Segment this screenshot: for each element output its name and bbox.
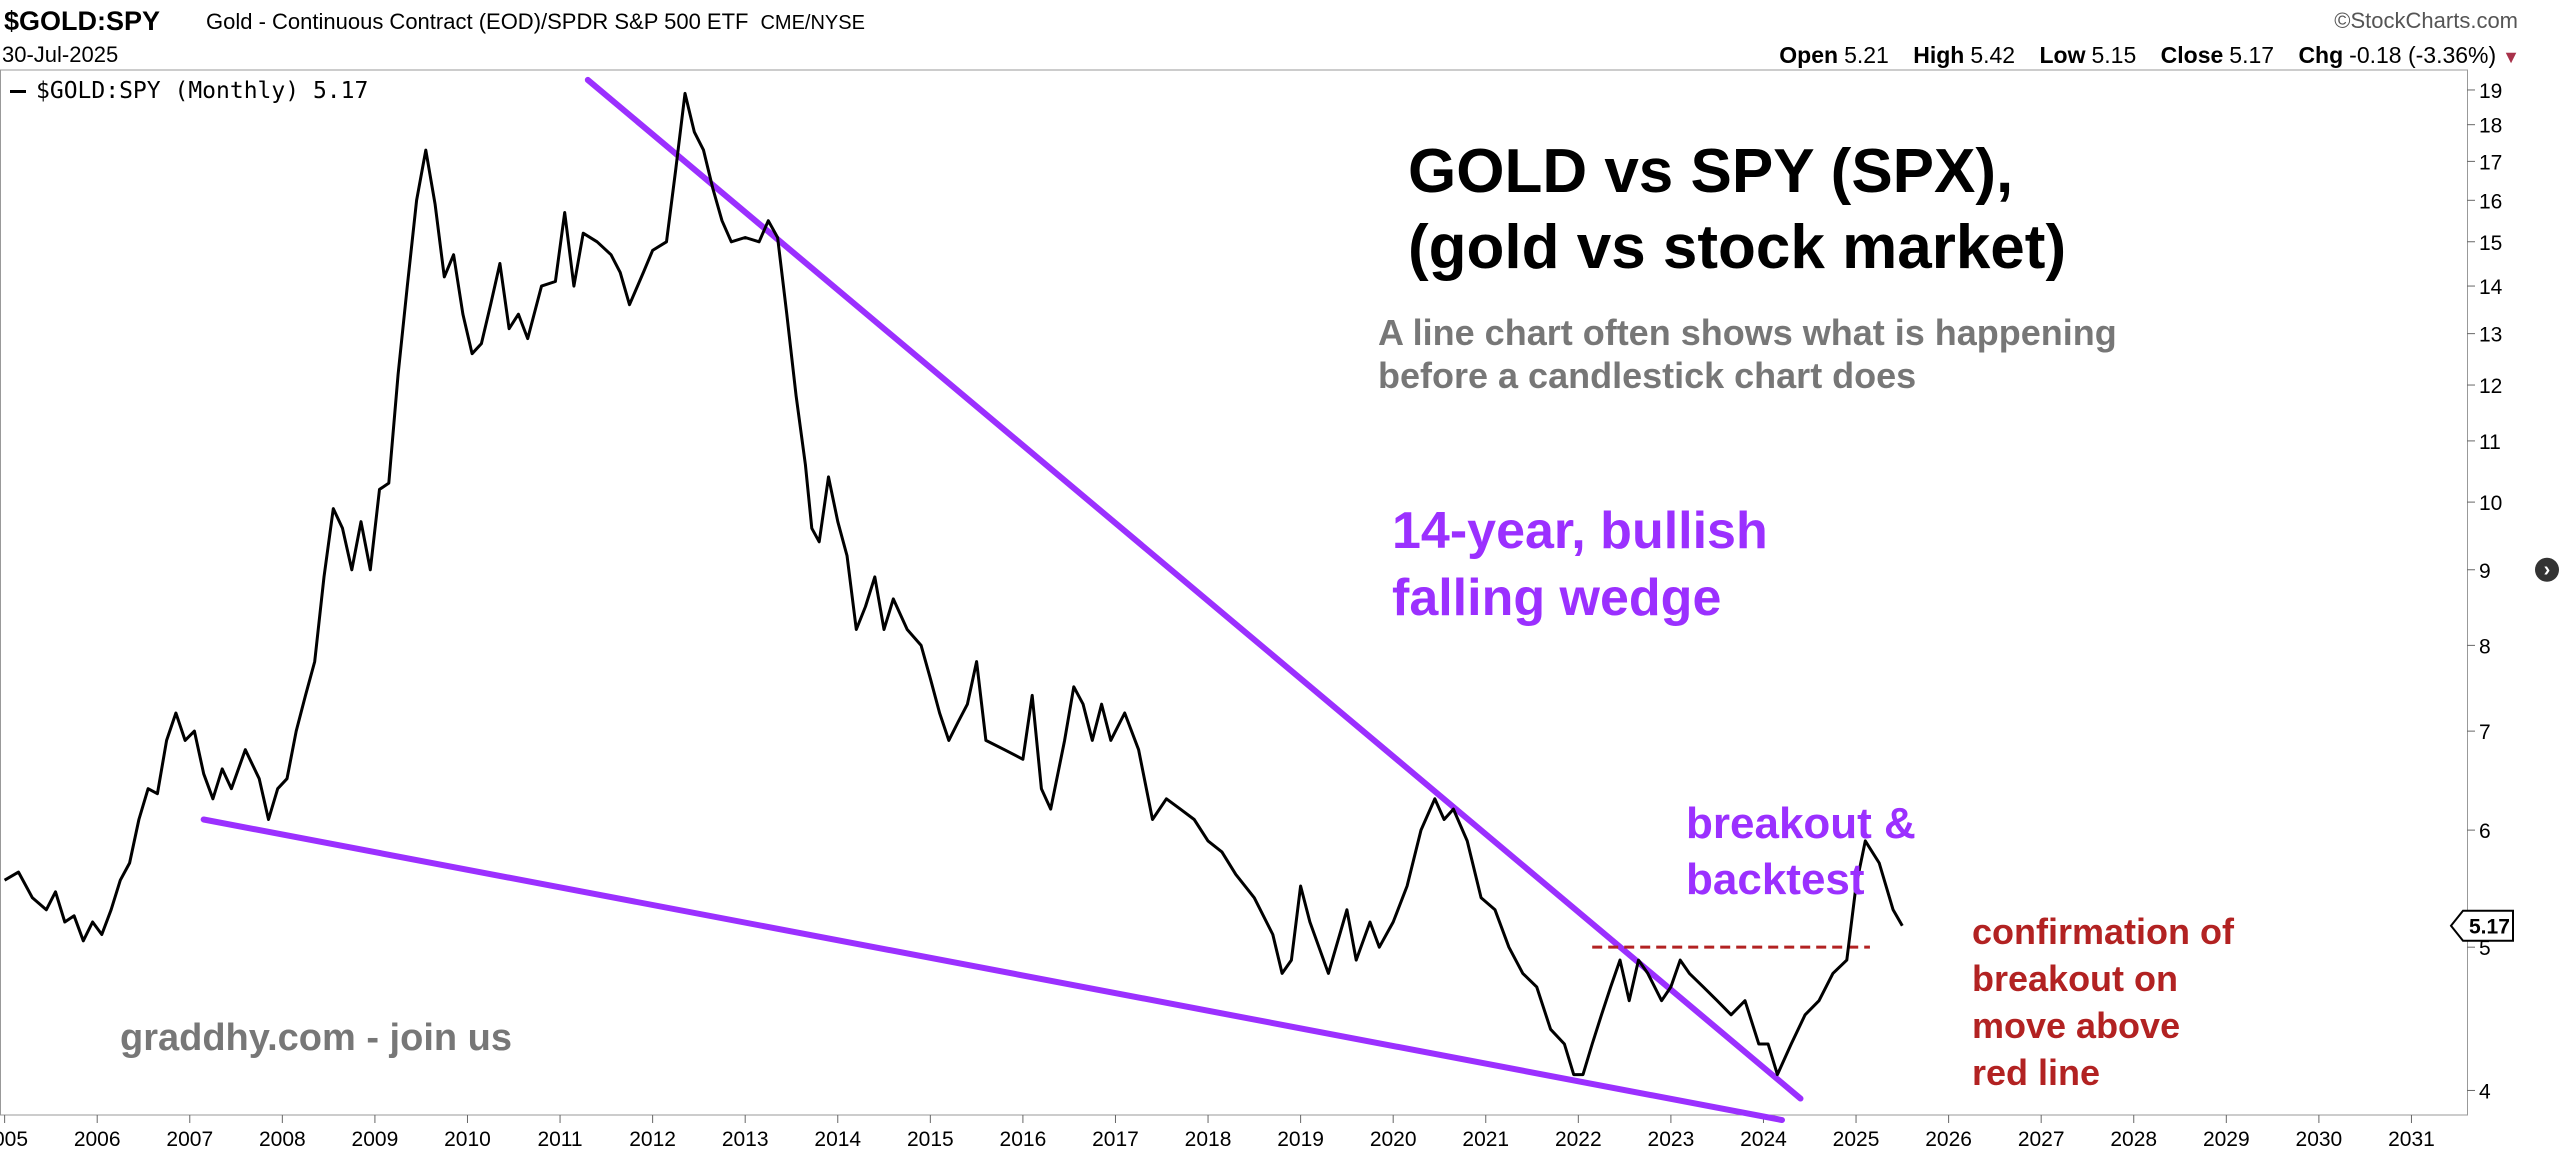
y-tick-label: 8 bbox=[2479, 635, 2491, 658]
x-tick-label: 2026 bbox=[1925, 1128, 1972, 1151]
open-label: Open bbox=[1779, 42, 1839, 68]
y-tick-label: 4 bbox=[2479, 1080, 2491, 1103]
high-label: High bbox=[1913, 42, 1965, 68]
x-tick-label: 2024 bbox=[1740, 1128, 1787, 1151]
y-tick-label: 6 bbox=[2479, 820, 2491, 843]
x-tick-label: 2017 bbox=[1092, 1128, 1139, 1151]
x-tick-label: 2022 bbox=[1555, 1128, 1602, 1151]
down-arrow-icon: ▼ bbox=[2502, 47, 2520, 67]
x-tick-label: 2015 bbox=[907, 1128, 954, 1151]
x-tick-label: 2020 bbox=[1370, 1128, 1417, 1151]
legend-text: $GOLD:SPY (Monthly) 5.17 bbox=[36, 78, 369, 104]
wedge-annotation-2: falling wedge bbox=[1392, 569, 1721, 627]
watermark-text: graddhy.com - join us bbox=[120, 1017, 512, 1059]
upper-wedge-trendline bbox=[584, 76, 1804, 1102]
close-label: Close bbox=[2160, 42, 2224, 68]
x-tick-label: 2023 bbox=[1648, 1128, 1695, 1151]
x-tick-label: 2031 bbox=[2388, 1128, 2435, 1151]
y-tick-label: 9 bbox=[2479, 560, 2491, 583]
last-value-tag bbox=[2449, 909, 2514, 942]
high-value: 5.42 bbox=[1970, 42, 2016, 68]
x-tick-label: 2009 bbox=[352, 1128, 399, 1151]
y-tick-label: 14 bbox=[2479, 276, 2503, 299]
confirmation-annotation-3: move above bbox=[1972, 1005, 2180, 1046]
x-tick-label: 2027 bbox=[2018, 1128, 2065, 1151]
plot-frame bbox=[0, 69, 2468, 1116]
y-tick-label: 7 bbox=[2479, 721, 2491, 744]
x-tick-label: 2021 bbox=[1462, 1128, 1509, 1151]
x-tick-label: 2008 bbox=[259, 1128, 306, 1151]
note-line-1: A line chart often shows what is happeni… bbox=[1378, 312, 2117, 353]
confirmation-annotation-4: red line bbox=[1972, 1052, 2100, 1093]
x-tick-label: 2011 bbox=[537, 1128, 582, 1151]
series-legend: $GOLD:SPY (Monthly) 5.17 bbox=[10, 78, 368, 104]
x-tick-label: 2029 bbox=[2203, 1128, 2250, 1151]
y-tick-label: 5 bbox=[2479, 937, 2491, 960]
confirmation-annotation-2: breakout on bbox=[1972, 958, 2178, 999]
confirmation-annotation-1: confirmation of bbox=[1972, 911, 2235, 952]
x-tick-label: 2014 bbox=[814, 1128, 861, 1151]
chg-value: -0.18 (-3.36%) bbox=[2349, 42, 2497, 68]
chart-subtitle: (gold vs stock market) bbox=[1408, 213, 2066, 282]
ohlc-readout: Open 5.21 High 5.42 Low 5.15 Close 5.17 Chg -… bbox=[1761, 42, 2520, 69]
legend-swatch bbox=[10, 90, 26, 93]
description-text: Gold - Continuous Contract (EOD)/SPDR S&… bbox=[206, 9, 749, 34]
exchange-text: CME/NYSE bbox=[760, 12, 865, 34]
breakout-annotation-1: breakout & bbox=[1686, 799, 1916, 848]
scroll-right-icon[interactable] bbox=[2535, 557, 2559, 582]
low-value: 5.15 bbox=[2091, 42, 2137, 68]
y-tick-label: 17 bbox=[2479, 151, 2502, 174]
y-tick-label: 13 bbox=[2479, 324, 2502, 347]
price-series-line bbox=[3, 91, 1904, 1077]
x-tick-label: 2028 bbox=[2110, 1128, 2157, 1151]
x-tick-label: 2012 bbox=[629, 1128, 676, 1151]
y-tick-label: 16 bbox=[2479, 190, 2502, 213]
low-label: Low bbox=[2039, 42, 2086, 68]
y-tick-label: 19 bbox=[2479, 80, 2502, 103]
x-tick-label: 2010 bbox=[444, 1128, 491, 1151]
y-tick-label: 11 bbox=[2479, 431, 2501, 454]
chart-description: Gold - Continuous Contract (EOD)/SPDR S&… bbox=[206, 9, 865, 35]
scroll-arrow-glyph: › bbox=[2544, 559, 2551, 581]
x-tick-label: 2025 bbox=[1833, 1128, 1880, 1151]
chart-title: GOLD vs SPY (SPX), bbox=[1408, 137, 2013, 206]
x-tick-label: 2007 bbox=[166, 1128, 213, 1151]
breakout-annotation-2: backtest bbox=[1686, 855, 1865, 904]
y-tick-label: 12 bbox=[2479, 375, 2502, 398]
x-tick-label: 2005 bbox=[0, 1128, 28, 1151]
x-tick-label: 2006 bbox=[74, 1128, 121, 1151]
chart-symbol: $GOLD:SPY bbox=[4, 6, 161, 36]
last-value-label: 5.17 bbox=[2469, 916, 2510, 939]
chart-date: 30-Jul-2025 bbox=[2, 42, 119, 67]
lower-wedge-trendline bbox=[200, 816, 1785, 1124]
x-tick-label: 2013 bbox=[722, 1128, 769, 1151]
y-tick-label: 18 bbox=[2479, 115, 2502, 138]
x-tick-label: 2018 bbox=[1185, 1128, 1232, 1151]
x-tick-label: 2030 bbox=[2296, 1128, 2343, 1151]
open-value: 5.21 bbox=[1844, 42, 1889, 68]
y-tick-label: 15 bbox=[2479, 232, 2502, 255]
chg-label: Chg bbox=[2298, 42, 2344, 68]
wedge-annotation-1: 14-year, bullish bbox=[1392, 502, 1768, 560]
x-tick-label: 2016 bbox=[1000, 1128, 1047, 1151]
note-line-2: before a candlestick chart does bbox=[1378, 355, 1916, 396]
y-tick-label: 10 bbox=[2479, 492, 2502, 515]
x-tick-label: 2019 bbox=[1277, 1128, 1324, 1151]
close-value: 5.17 bbox=[2229, 42, 2275, 68]
brand-link[interactable]: ©StockCharts.com bbox=[2334, 8, 2518, 33]
